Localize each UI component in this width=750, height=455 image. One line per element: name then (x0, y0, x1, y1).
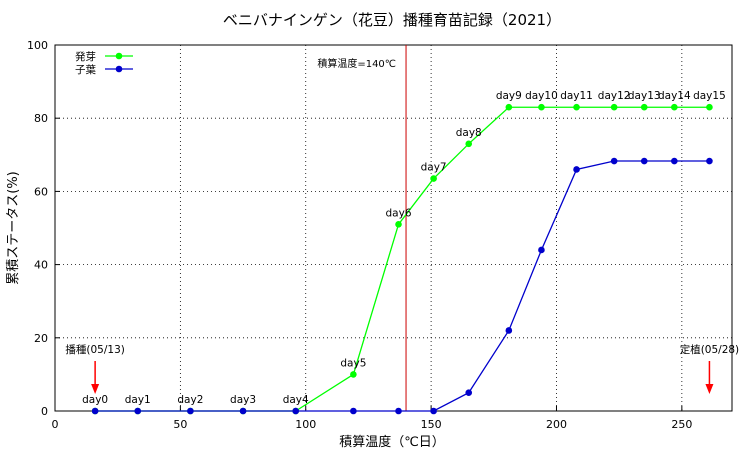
x-tick-label: 50 (173, 418, 187, 431)
day-label: day0 (82, 394, 108, 406)
series-2-point (239, 407, 247, 415)
day-label: day4 (283, 394, 309, 406)
day-label: day15 (693, 90, 726, 102)
x-tick-label: 250 (671, 418, 692, 431)
series-1-point (350, 371, 357, 378)
x-tick-label: 100 (295, 418, 316, 431)
day-label: day11 (560, 90, 593, 102)
legend-marker-1 (115, 52, 123, 60)
series-1-point (610, 103, 618, 111)
reference-line-label: 積算温度=140℃ (317, 57, 396, 70)
chart-title: ベニバナインゲン（花豆）播種育苗記録（2021） (223, 11, 561, 29)
series-2-point (395, 407, 402, 415)
x-axis-label: 積算温度（℃日） (339, 434, 445, 450)
legend-label: 発芽 (75, 50, 96, 63)
y-tick-label: 100 (27, 39, 48, 52)
series-2-point (292, 407, 300, 415)
y-tick-label: 0 (41, 405, 48, 418)
series-1-point (430, 175, 437, 182)
series-1-point (465, 140, 473, 148)
y-axis-label: 累積ステータス(%) (6, 171, 21, 285)
series-2-point (505, 327, 513, 334)
day-label: day6 (386, 207, 412, 219)
series-2-point (465, 389, 473, 397)
series-2-point (134, 407, 142, 415)
x-tick-label: 150 (421, 418, 442, 431)
annotation-arrow-head (91, 384, 100, 394)
day-label: day7 (421, 162, 447, 174)
series-2-point (187, 407, 194, 415)
day-label: day10 (525, 90, 558, 102)
annotation-label: 定植(05/28) (680, 343, 739, 356)
annotation-arrow-head (705, 384, 714, 394)
series-1-point (640, 103, 648, 111)
series-2-point (573, 166, 580, 173)
y-tick-label: 60 (34, 185, 48, 198)
series-1-point (573, 103, 580, 111)
day-label: day12 (598, 90, 631, 102)
series-2-point (640, 157, 648, 165)
series-2-point (538, 246, 545, 254)
day-label: day13 (628, 90, 661, 102)
series-1-point (671, 103, 678, 111)
day-label: day3 (230, 394, 256, 406)
series-1-point (505, 103, 513, 111)
series-1-point (706, 103, 713, 111)
plot-area: 0 50 100 150 200 250 0 20 40 60 80 100 積算温度=140℃ day0… (27, 39, 739, 431)
series-line-2 (95, 160, 710, 412)
series-2-point (610, 157, 618, 165)
series-2-point (706, 157, 713, 165)
day-label: day2 (177, 394, 203, 406)
series-1-point (395, 221, 402, 228)
series-line-1 (95, 106, 710, 412)
series-2-point (350, 407, 357, 415)
series-2-point (430, 407, 437, 415)
y-tick-label: 80 (34, 112, 48, 125)
day-label: day14 (658, 90, 691, 102)
y-tick-label: 40 (34, 259, 48, 272)
day-label: day8 (456, 127, 482, 139)
x-tick-label: 0 (52, 418, 59, 431)
series-1-point (538, 103, 545, 111)
series-2-point (671, 157, 678, 165)
day-label: day1 (125, 394, 151, 406)
day-label: day5 (340, 357, 366, 369)
legend-label: 子葉 (75, 63, 96, 76)
day-label: day9 (496, 90, 522, 102)
legend-marker-2 (115, 65, 123, 73)
annotation-label: 播種(05/13) (65, 343, 124, 356)
y-tick-label: 20 (34, 332, 48, 345)
series-2-point (91, 407, 99, 415)
x-tick-label: 200 (546, 418, 567, 431)
